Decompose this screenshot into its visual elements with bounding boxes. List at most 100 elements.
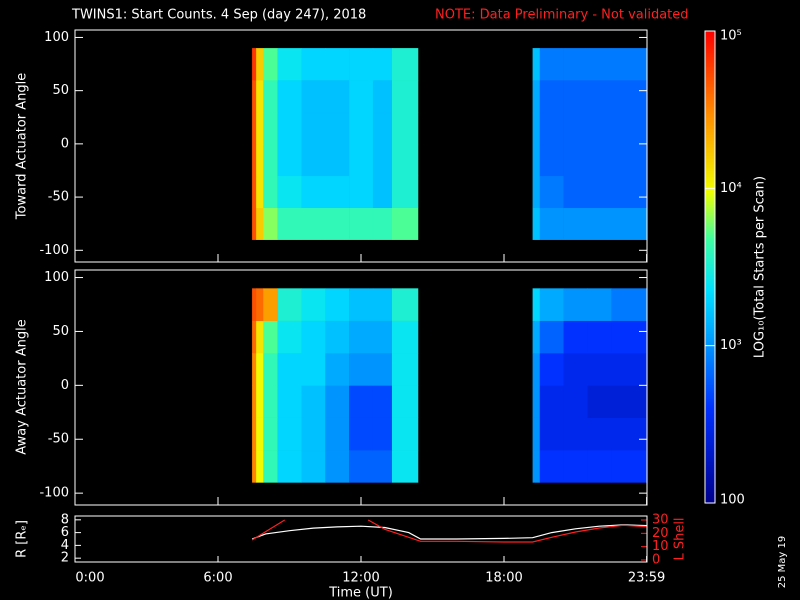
heatmap-cell <box>539 450 564 483</box>
heatmap-cell <box>256 143 264 177</box>
heatmap-cell <box>539 320 564 354</box>
heatmap-cell <box>325 143 350 177</box>
heatmap-cell <box>372 450 393 483</box>
heatmap-cell <box>563 175 588 209</box>
heatmap-cell <box>563 353 588 386</box>
heatmap-cell <box>391 111 419 145</box>
heatmap-cell <box>301 385 326 418</box>
heatmap-cell <box>611 207 648 240</box>
heatmap-cell <box>263 175 278 209</box>
heatmap-cell <box>263 417 278 451</box>
heatmap-cell <box>563 48 588 81</box>
heatmap-cell <box>372 417 393 451</box>
heatmap-cell <box>325 385 350 418</box>
heatmap-cell <box>325 207 350 240</box>
y2-axis-label: L Shell <box>673 517 688 560</box>
heatmap-cell <box>587 353 612 386</box>
heatmap-cell <box>611 80 648 113</box>
colorbar-tick-label: 10⁵ <box>720 29 742 44</box>
heatmap-cell <box>325 450 350 483</box>
heatmap-cell <box>372 385 393 418</box>
heatmap-cell <box>539 175 564 209</box>
heatmap-cell <box>301 80 326 113</box>
heatmap-cell <box>611 417 648 451</box>
y-tick-label: 0 <box>61 378 69 393</box>
heatmap-cell <box>325 353 350 386</box>
heatmap-cell <box>391 80 419 113</box>
colorbar-tick-label: 10³ <box>720 338 742 353</box>
heatmap-cell <box>263 111 278 145</box>
heatmap-cell <box>301 288 326 321</box>
y-tick-label: 0 <box>61 136 69 151</box>
heatmap-cell <box>563 80 588 113</box>
heatmap-cell <box>539 385 564 418</box>
heatmap-cell <box>532 48 541 81</box>
heatmap-cell <box>301 175 326 209</box>
heatmap-cell <box>325 320 350 354</box>
heatmap-cell <box>539 111 564 145</box>
plot-frame <box>74 515 648 563</box>
heatmap-cell <box>563 417 588 451</box>
heatmap-cell <box>277 417 302 451</box>
heatmap-cell <box>349 143 374 177</box>
heatmap-cell <box>256 207 264 240</box>
heatmap-cell <box>611 175 648 209</box>
heatmap-cell <box>256 288 264 321</box>
heatmap-cell <box>539 143 564 177</box>
heatmap-cell <box>532 175 541 209</box>
heatmap-cell <box>391 417 419 451</box>
x-tick-label: 6:00 <box>203 571 232 586</box>
heatmap-cell <box>539 417 564 451</box>
heatmap-cell <box>539 80 564 113</box>
heatmap-cell <box>349 353 374 386</box>
heatmap-cell <box>252 111 257 145</box>
heatmap-cell <box>256 417 264 451</box>
heatmap-cell <box>252 353 257 386</box>
heatmap-cell <box>349 385 374 418</box>
heatmap-cell <box>611 288 648 321</box>
heatmap-cell <box>325 80 350 113</box>
colorbar <box>704 30 716 504</box>
heatmap-cell <box>532 385 541 418</box>
y-tick-label: 100 <box>44 270 69 285</box>
heatmap-cell <box>587 417 612 451</box>
y2-tick-label: 0 <box>652 553 660 568</box>
chart-subtitle: NOTE: Data Preliminary - Not validated <box>435 8 689 23</box>
heatmap-cell <box>252 320 257 354</box>
heatmap-cell <box>391 175 419 209</box>
x-tick-label: 0:00 <box>75 571 104 586</box>
heatmap-cell <box>325 175 350 209</box>
heatmap-cell <box>277 48 302 81</box>
date-stamp: 25 May 19 <box>777 536 788 588</box>
heatmap-cell <box>252 385 257 418</box>
colorbar-label: LOG₁₀(Total Starts per Scan) <box>753 176 768 358</box>
heatmap-cell <box>372 320 393 354</box>
heatmap-cell <box>256 320 264 354</box>
heatmap-cell <box>252 80 257 113</box>
x-tick-label: 12:00 <box>342 571 379 586</box>
heatmap-cell <box>611 385 648 418</box>
heatmap-cell <box>539 207 564 240</box>
heatmap-cell <box>611 353 648 386</box>
heatmap-cell <box>391 143 419 177</box>
heatmap-cell <box>301 111 326 145</box>
heatmap-cell <box>263 385 278 418</box>
heatmap-cell <box>532 143 541 177</box>
colorbar-tick-label: 100 <box>720 493 745 508</box>
heatmap-cell <box>532 111 541 145</box>
heatmap-cell <box>256 175 264 209</box>
colorbar-tick-label: 10⁴ <box>720 181 742 196</box>
heatmap-cell <box>301 48 326 81</box>
heatmap-cell <box>587 288 612 321</box>
heatmap-cell <box>587 143 612 177</box>
x-tick-label: 23:59 <box>628 571 665 586</box>
heatmap-cell <box>372 48 393 81</box>
heatmap-cell <box>372 353 393 386</box>
heatmap-cell <box>263 80 278 113</box>
heatmap-cell <box>611 48 648 81</box>
heatmap-cell <box>587 175 612 209</box>
heatmap-cell <box>252 450 257 483</box>
heatmap-cell <box>263 450 278 483</box>
heatmap-cell <box>325 417 350 451</box>
